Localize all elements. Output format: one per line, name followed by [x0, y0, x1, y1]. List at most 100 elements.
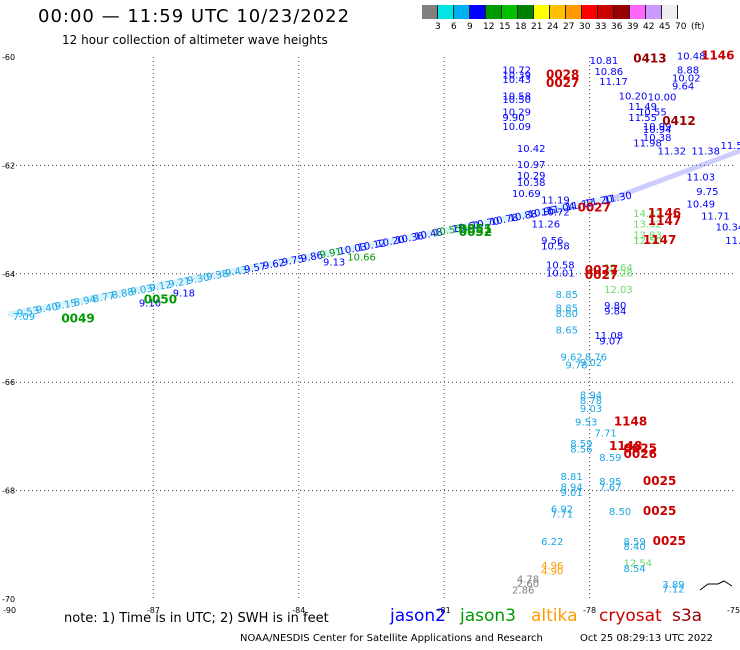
track-value-label: 9.91 — [319, 247, 343, 262]
wave-height-label: 11.38 — [691, 147, 720, 158]
footnote: note: 1) Time is in UTC; 2) SWH is in fe… — [64, 611, 329, 626]
pass-time-label: 0025 — [643, 474, 676, 488]
track-value-label: 8.88 — [111, 287, 135, 302]
legend-item-cryosat: cryosat — [599, 606, 662, 626]
axis-ticks: -90 -87 -84 -81 -78 -75 -60 -62 -64 -66 -68 -70 — [2, 53, 740, 615]
wave-height-label: 8.54 — [624, 564, 646, 575]
track-value-label: 11.20 — [584, 194, 614, 210]
wave-height-label: 10.97 — [517, 160, 546, 171]
colorbar-labels: 3 6 9 12 15 18 21 24 27 30 33 36 39 42 45 70 (ft) — [422, 22, 740, 34]
track-value-label: 9.57 — [243, 261, 267, 276]
wave-height-label: 10.01 — [546, 269, 575, 280]
colorbar-label: 45 — [659, 22, 671, 32]
track-value-label: 10.20 — [376, 235, 406, 251]
lat-tick-label: -62 — [2, 161, 15, 170]
wave-height-labels: 9.539.409.158.948.778.889.039.129.219.30… — [13, 49, 740, 597]
pass-time-label: 0051 — [459, 222, 492, 236]
wave-height-label: 11.17 — [599, 77, 628, 88]
lon-tick-label: -87 — [147, 606, 160, 615]
colorbar-swatch — [582, 5, 598, 19]
coastline — [699, 580, 733, 591]
wave-height-label: 11.71 — [701, 212, 730, 223]
wave-height-label: 8.59 — [624, 537, 646, 548]
wave-height-label: 8.95 — [599, 477, 621, 488]
track-value-label: 9.43 — [224, 265, 248, 280]
colorbar-label: 21 — [531, 22, 543, 32]
track-value-label: 9.15 — [54, 298, 78, 313]
wave-height-label: 12.83 — [633, 231, 662, 242]
wave-height-label: 8.81 — [561, 472, 583, 483]
wave-height-label: 12.50 — [633, 236, 662, 247]
credit-line: NOAA/NESDIS Center for Satellite Applica… — [240, 633, 543, 644]
lat-tick-label: -60 — [2, 53, 15, 62]
wave-height-label: 7.71 — [594, 428, 616, 439]
pass-time-label: 0025 — [624, 442, 657, 456]
wave-height-label: 10.28 — [604, 269, 633, 280]
colorbar-label: 36 — [611, 22, 623, 32]
track-value-label: 10.95 — [527, 205, 557, 221]
pass-time-label: 1147 — [648, 214, 681, 228]
track-value-label: 9.53 — [16, 305, 40, 320]
wave-height-label: 8.59 — [599, 453, 621, 464]
wave-height-label: 2.60 — [517, 579, 539, 590]
legend-item-altika: altika — [531, 606, 578, 626]
colorbar-swatch — [630, 5, 646, 19]
legend-item-jason2: jason2 — [390, 606, 446, 626]
wave-height-label: 10.48 — [677, 52, 706, 63]
wave-height-label: 10.39 — [502, 71, 531, 82]
colorbar-swatch — [614, 5, 630, 19]
wave-height-label: 8.85 — [556, 304, 578, 315]
wave-height-label: 9.84 — [604, 306, 626, 317]
wave-height-label: 10.29 — [517, 171, 546, 182]
wave-height-label: 11.08 — [594, 331, 623, 342]
wave-height-label: 9.10 — [139, 298, 161, 309]
wave-height-label: 9.56 — [541, 236, 563, 247]
track-value-label: 9.12 — [149, 280, 173, 295]
wave-height-label: 10.43 — [502, 75, 531, 86]
wave-height-label: 4.78 — [517, 575, 539, 586]
pass-time-label: 1146 — [701, 49, 734, 63]
wave-height-label: 7.67 — [599, 483, 621, 494]
pass-time-label: 0025 — [653, 534, 686, 548]
wave-height-label: 10.86 — [594, 67, 623, 78]
colorbar-label: 15 — [499, 22, 511, 32]
wave-height-label: 10.29 — [502, 108, 531, 119]
wave-height-label: 8.85 — [556, 290, 578, 301]
wave-height-label: 8.76 — [585, 353, 607, 364]
pass-time-label: 0052 — [459, 225, 492, 239]
wave-height-label: 8.65 — [556, 325, 578, 336]
colorbar-swatch — [486, 5, 502, 19]
colorbar-swatch — [518, 5, 534, 19]
wave-height-label: 9.80 — [604, 301, 626, 312]
wave-height-label: 7.12 — [662, 584, 684, 595]
wave-height-label: 8.94 — [580, 390, 602, 401]
wave-height-label: 11.26 — [531, 220, 560, 231]
pass-time-label: 1146 — [648, 206, 681, 220]
pass-time-label: 1148 — [609, 439, 642, 453]
wave-height-label: 10.49 — [687, 200, 716, 211]
wave-height-label: 10.09 — [502, 122, 531, 133]
wave-height-label: 10.72 — [541, 207, 570, 218]
wave-height-label: 11.03 — [687, 173, 716, 184]
pass-time-label: 0412 — [662, 114, 695, 128]
wave-height-label: 10.58 — [546, 260, 575, 271]
track-value-label: 10.48 — [414, 227, 444, 243]
lat-tick-label: -70 — [2, 595, 15, 604]
wave-height-label: 11.19 — [541, 195, 570, 206]
track-value-label: 9.62 — [262, 258, 286, 273]
wave-height-label: 4.90 — [541, 567, 563, 578]
colorbar-swatch — [422, 5, 438, 19]
track-value-label: 9.38 — [205, 269, 229, 284]
colorbar-label: 30 — [579, 22, 591, 32]
colorbar-label: 12 — [483, 22, 495, 32]
credit-date: Oct 25 08:29:13 UTC 2022 — [580, 633, 713, 644]
wave-height-label: 10.02 — [672, 73, 701, 84]
colorbar-label: 3 — [435, 22, 441, 32]
wave-height-label: 8.88 — [677, 65, 699, 76]
wave-height-label: 9.13 — [323, 258, 345, 269]
colorbar-swatch — [598, 5, 614, 19]
colorbar-swatch — [534, 5, 550, 19]
wave-height-label: 7.09 — [13, 312, 35, 323]
wave-height-label: 9.07 — [599, 336, 621, 347]
track-value-label: 10.03 — [338, 242, 368, 258]
